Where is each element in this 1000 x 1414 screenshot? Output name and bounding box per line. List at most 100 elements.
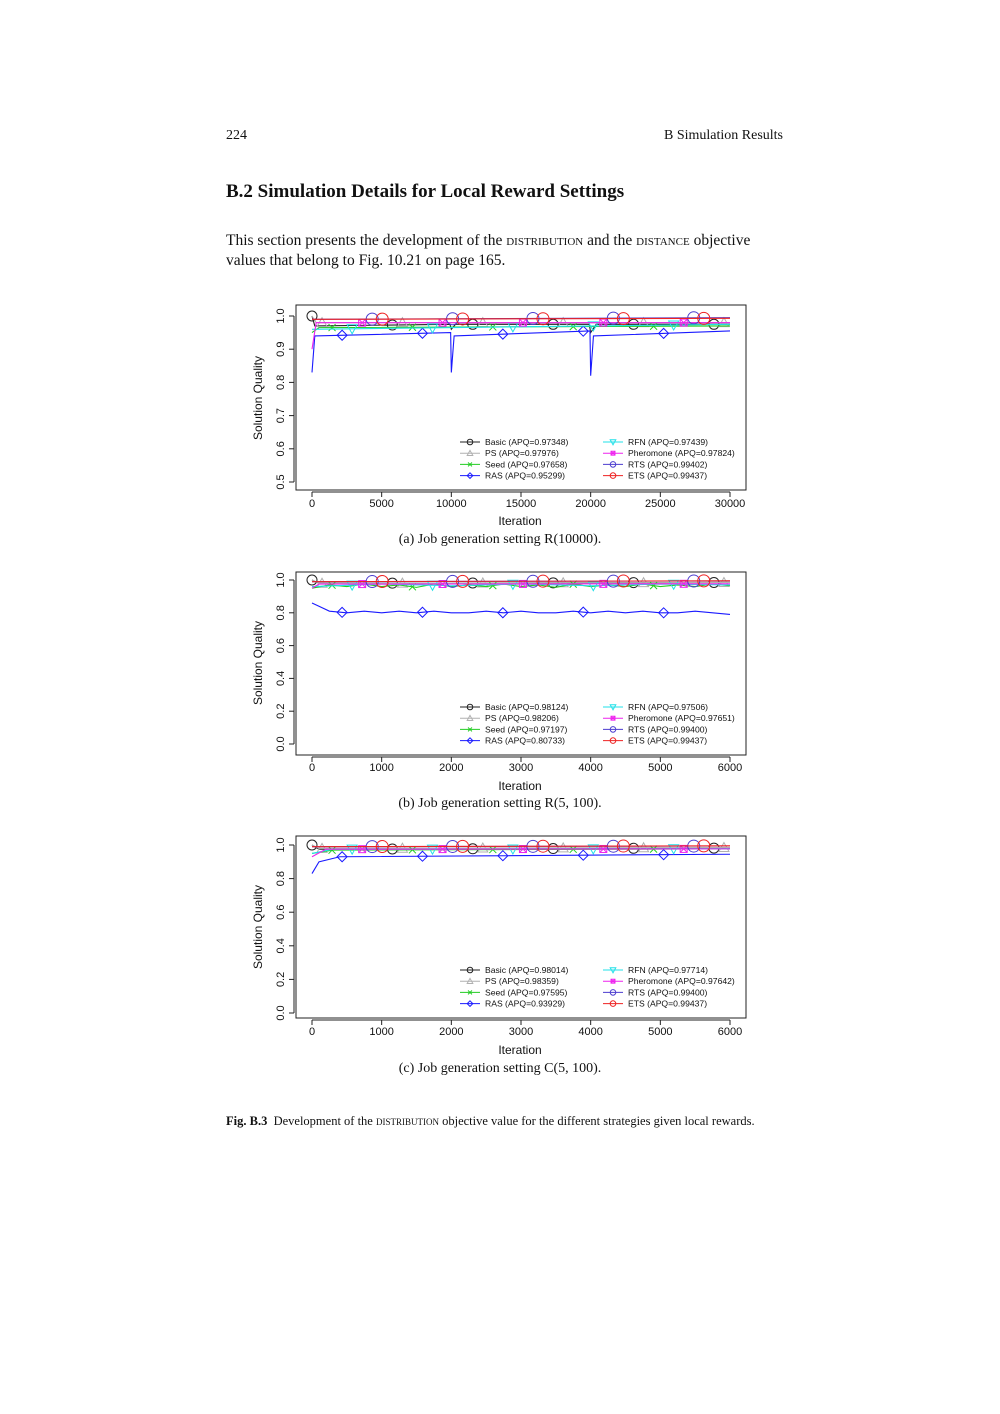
marker-ps [557,841,570,853]
circle-marker [609,461,617,468]
marker-seed [328,846,336,855]
square-marker [679,318,688,327]
marker-ps [637,841,650,853]
marker-ets [536,839,550,853]
marker-seed [408,845,417,854]
marker-ps [476,576,489,588]
triangle-down-marker [609,704,617,711]
caption-term: distribution [375,1114,439,1128]
y-tick-label: 0.4 [275,671,287,686]
square-marker [610,978,616,984]
y-tick-label: 0.8 [275,871,287,886]
y-tick-label: 0.6 [275,638,287,653]
x-tick-label: 30000 [715,498,746,510]
y-tick-label: 0.2 [275,704,287,719]
para-text: and the [583,232,637,249]
marker-ps [396,842,409,853]
legend-label: Seed (APQ=0.97595) [485,987,568,997]
subfigure-caption-b: (b) Job generation setting R(5, 100). [398,796,602,811]
marker-ets [616,312,630,326]
x-tick-label: 25000 [645,498,676,510]
legend-label: RTS (APQ=0.99402) [628,459,708,469]
y-tick-label: 0.8 [275,375,287,390]
marker-rfn [667,320,680,332]
marker-seed [649,581,658,590]
x-marker [467,727,473,732]
term-distance: distance [636,232,690,249]
marker-ets [697,311,711,325]
x-axis-label: Iteration [498,779,541,793]
x-tick-label: 5000 [369,498,393,510]
marker-ras [416,606,429,618]
marker-ps [637,576,650,588]
marker-ps [316,842,328,853]
x-tick-label: 1000 [369,1026,393,1038]
marker-rfn [667,579,680,591]
marker-ets [456,312,470,326]
marker-ets [375,840,389,854]
chart-c: 0 1000 2000 3000 4000 5000 6000 0.0 0.2 0.4 0.6 0.8… [251,835,747,1057]
marker-ras [577,606,589,618]
square-marker [599,844,608,853]
marker-ras [657,327,670,340]
legend-label: Basic (APQ=0.98124) [485,702,568,712]
legend-label: PS (APQ=0.98359) [485,976,559,986]
marker-pheromone [438,318,447,327]
x-tick-label: 10000 [436,498,467,510]
x-tick-label: 6000 [718,762,742,774]
x-marker [610,978,616,984]
legend-label: Basic (APQ=0.98014) [485,965,568,975]
legend-label: RFN (APQ=0.97439) [628,437,708,447]
y-tick-label: 0.0 [275,1005,287,1020]
circle-marker [466,966,474,974]
triangle-marker [466,714,474,721]
marker-ps [476,841,489,853]
diamond-marker [466,737,474,745]
series-line-ets [311,580,731,583]
x-tick-label: 15000 [506,498,537,510]
square-marker [610,450,616,456]
x-tick-label: 5000 [648,1026,672,1038]
series-line-pheromone [311,322,730,350]
legend-label: Seed (APQ=0.97658) [485,459,568,469]
legend-label: PS (APQ=0.97976) [485,448,559,458]
circle-marker [609,726,617,733]
x-tick-label: 3000 [509,762,533,774]
series-line-pheromone [311,848,731,858]
plot-frame [295,571,747,756]
marker-seed [408,323,417,332]
marker-seed [649,322,658,331]
figure-caption: Fig. B.3 Development of the distribution… [226,1113,786,1129]
diamond-marker [466,472,474,480]
y-tick-label: 1.0 [275,572,287,587]
marker-seed [328,581,336,590]
y-tick-label: 0.0 [275,736,287,751]
x-tick-label: 20000 [575,498,606,510]
legend-label: RAS (APQ=0.95299) [485,471,565,481]
term-distribution: distribution [506,232,584,249]
subfigure-caption-a: (a) Job generation setting R(10000). [398,532,602,547]
figure-label: Fig. B.3 [226,1114,268,1128]
marker-basic [386,319,398,331]
series-line-ets [311,317,731,320]
square-marker [518,579,527,588]
y-tick-label: 0.8 [275,605,287,620]
plot-frame [295,835,747,1019]
marker-ras [336,329,348,341]
marker-ras [497,850,509,862]
legend-label: ETS (APQ=0.99437) [628,999,707,1009]
legend-label: Basic (APQ=0.97348) [485,437,568,447]
marker-ets [456,574,470,588]
y-tick-label: 0.4 [275,938,287,953]
marker-ras [497,328,509,340]
marker-ets [616,574,630,588]
square-marker [518,845,527,854]
marker-rfn [426,323,439,334]
subfigure-caption-c: (c) Job generation setting C(5, 100). [398,1061,602,1076]
marker-seed [328,323,336,332]
x-tick-label: 0 [309,1026,315,1038]
x-tick-label: 6000 [718,1026,742,1038]
y-tick-label: 0.6 [275,441,287,456]
intro-paragraph: This section presents the development of… [226,231,786,271]
triangle-marker [466,449,474,456]
